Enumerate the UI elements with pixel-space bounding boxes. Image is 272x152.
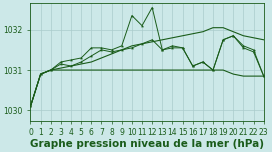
X-axis label: Graphe pression niveau de la mer (hPa): Graphe pression niveau de la mer (hPa) (30, 138, 264, 149)
